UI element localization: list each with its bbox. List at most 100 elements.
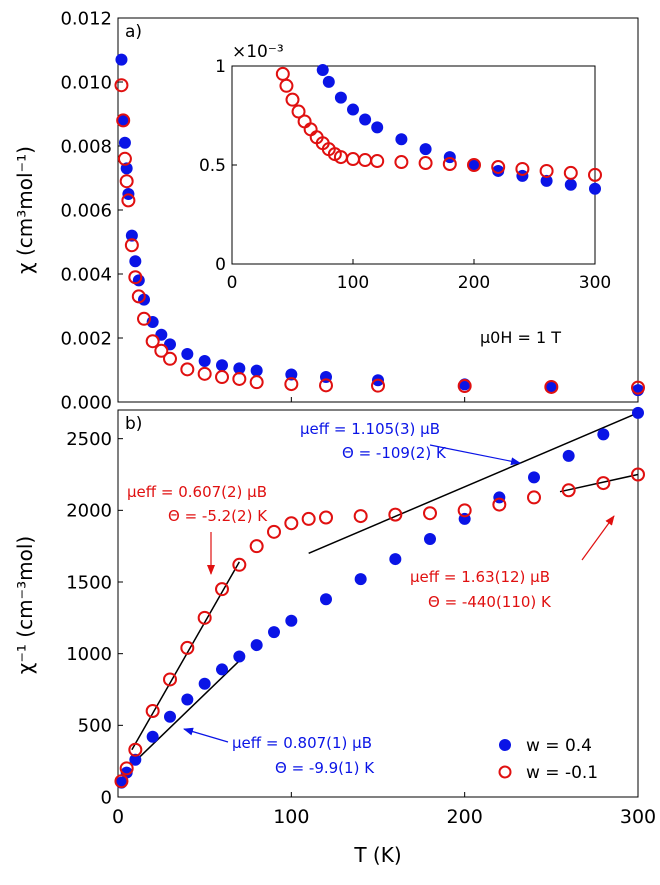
inset-y-ticks: 00.51	[199, 57, 237, 275]
panel-a-point-red	[137, 311, 151, 326]
panel-b-point-blue	[354, 573, 367, 586]
inset-points	[275, 63, 602, 195]
inset-point-blue	[468, 159, 480, 171]
inset-point-blue	[395, 133, 408, 146]
annotation-red-high-theta: Θ = -440(110) K	[428, 593, 552, 611]
panel-a-point-blue	[125, 229, 138, 242]
panel-b-x-tick-label: 100	[273, 806, 309, 828]
panel-b-point-red	[267, 524, 281, 539]
inset-point-red	[515, 161, 530, 176]
panel-a-point-red	[124, 238, 139, 253]
fit-line	[308, 412, 639, 555]
panel-b-point-blue	[129, 753, 142, 766]
legend-marker-red	[498, 765, 512, 779]
legend-label-red: w = -0.1	[526, 763, 598, 783]
panel-a-point-red	[116, 113, 131, 128]
panel-a-y-tick-label: 0.008	[60, 136, 112, 157]
panel-b-x-ticks: 0 100 200 300	[112, 792, 656, 828]
panel-b-point-blue	[528, 471, 540, 484]
annotation-blue-low-theta: Θ = -9.9(1) K	[275, 759, 375, 777]
panel-a-point-blue	[250, 364, 263, 377]
inset-point-blue	[334, 91, 347, 104]
panel-a-point-red	[197, 366, 212, 381]
panel-b-point-blue	[233, 650, 246, 663]
fit-line	[131, 561, 240, 751]
panel-b-y-tick-label: 500	[78, 716, 112, 737]
inset-point-red	[279, 78, 294, 93]
panel-b-point-red	[319, 510, 333, 525]
inset-point-red	[491, 159, 506, 174]
inset-y-tick-label: 0.5	[199, 156, 226, 176]
panel-a-point-blue	[115, 53, 128, 66]
inset-point-red	[588, 167, 602, 182]
panel-a-point-red	[145, 334, 160, 349]
panel-b-point-red	[353, 509, 368, 524]
panel-a-point-red	[319, 378, 333, 393]
panel-b-point-red	[561, 483, 576, 498]
inset-x-tick-label: 300	[579, 273, 611, 293]
panel-b-point-blue	[597, 428, 610, 441]
panel-b-point-red	[301, 511, 316, 526]
panel-b-point-red	[128, 742, 143, 757]
inset-y-tick-label: 1	[215, 57, 226, 77]
panel-b-frame	[117, 409, 639, 798]
panel-b-point-blue	[250, 639, 263, 652]
panel-b-label: b)	[125, 414, 142, 434]
panel-b-point-blue	[320, 593, 332, 606]
panel-b-point-blue	[389, 553, 402, 566]
legend-marker-blue	[499, 739, 511, 751]
panel-a-point-red	[119, 174, 134, 189]
panel-a-point-red	[631, 380, 645, 395]
panel-a-point-red	[154, 343, 169, 358]
inset-point-red	[563, 165, 578, 180]
inset-point-blue	[589, 182, 601, 195]
panel-a-y-tick-label: 0.004	[60, 264, 112, 285]
panel-a-y-tick-label: 0.000	[60, 392, 112, 413]
panel-a: a) 0.000 0.002 0.004 0.006 0.008 0.010 0.012 χ…	[13, 8, 645, 413]
panel-b-point-red	[631, 467, 645, 482]
inset-x-tick-label: 200	[458, 273, 490, 293]
inset-point-blue	[540, 174, 553, 187]
panel-a-point-red	[284, 377, 299, 392]
annotation-blue-high: μeff = 1.105(3) μB Θ = -109(2) K	[300, 420, 521, 466]
panel-a-point-red	[114, 78, 129, 93]
panel-b-point-blue	[424, 533, 436, 545]
panel-b-y-tick-label: 1000	[66, 644, 112, 665]
panel-a-y-tick-label: 0.010	[60, 72, 112, 93]
panel-b-points	[114, 406, 645, 789]
legend: w = 0.4 w = -0.1	[498, 736, 598, 783]
inset-point-blue	[316, 63, 329, 76]
annotation-red-low-mu: μeff = 0.607(2) μB	[127, 483, 267, 501]
panel-a-point-blue	[164, 338, 176, 351]
panel-a-point-red	[457, 379, 472, 393]
panel-b-x-tick-label: 300	[620, 806, 656, 828]
inset-scale-label: ×10⁻³	[232, 42, 284, 62]
inset-point-red	[467, 158, 481, 172]
annotation-red-low-theta: Θ = -5.2(2) K	[168, 507, 268, 525]
annotation-red-low: μeff = 0.607(2) μB Θ = -5.2(2) K	[127, 483, 268, 575]
panel-b-point-blue	[181, 693, 194, 706]
inset-y-tick-label: 0	[215, 255, 226, 275]
panel-a-point-red	[232, 371, 247, 386]
panel-b-point-red	[232, 557, 247, 572]
panel-a-y-axis-label: χ (cm³mol⁻¹)	[13, 146, 37, 274]
panel-a-points	[114, 53, 645, 397]
inset-point-blue	[419, 143, 432, 156]
inset-point-blue	[564, 178, 577, 191]
panel-b-y-tick-label: 2500	[66, 429, 112, 450]
panel-b-point-red	[119, 761, 134, 776]
annotation-blue-high-arrow	[429, 444, 521, 466]
panel-b-x-tick-label: 0	[112, 806, 124, 828]
panel-b-point-red	[163, 672, 177, 687]
panel-a-inset: ×10⁻³ 00.51 0 100 200 300	[199, 42, 611, 293]
annotation-red-high-mu: μeff = 1.63(12) μB	[410, 568, 550, 586]
panel-a-point-blue	[285, 368, 298, 381]
fit-line	[134, 660, 240, 762]
inset-point-red	[370, 154, 385, 169]
panel-b-point-red	[145, 704, 160, 718]
panel-a-y-tick-label: 0.002	[60, 328, 112, 349]
inset-point-blue	[492, 164, 505, 177]
inset-point-red	[442, 157, 457, 172]
panel-b-point-red	[215, 582, 229, 597]
